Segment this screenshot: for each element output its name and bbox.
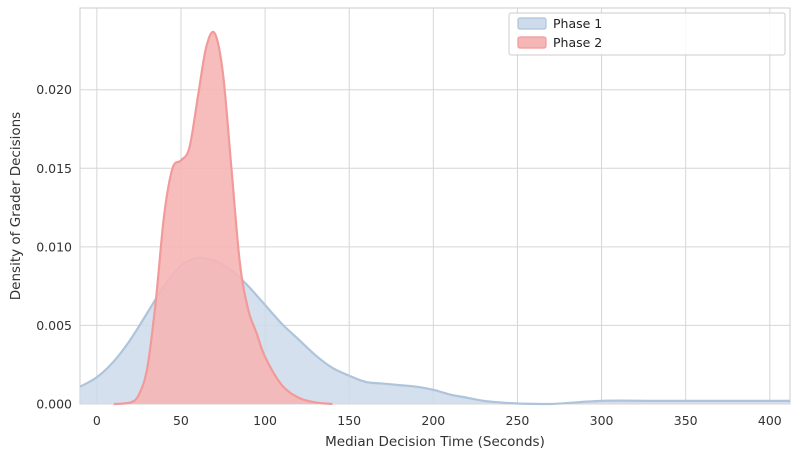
legend-label-phase-2: Phase 2 [553,35,602,50]
y-ticks: 0.000 0.005 0.010 0.015 0.020 [36,82,72,411]
x-tick-label-8: 400 [758,413,782,428]
series-line-phase-2 [113,30,333,406]
x-tick-label-2: 100 [253,413,277,428]
series-layer [79,30,790,406]
x-tick-label-4: 200 [421,413,445,428]
x-tick-label-5: 250 [506,413,530,428]
legend: Phase 1 Phase 2 [508,12,786,56]
x-ticks: 0 50 100 150 200 250 300 350 400 [93,413,782,428]
x-axis-title: Median Decision Time (Seconds) [325,434,545,450]
legend-swatch-phase-1 [517,17,547,30]
x-tick-label-0: 0 [93,413,101,428]
x-tick-label-6: 300 [590,413,614,428]
y-tick-label-4: 0.020 [36,82,72,97]
legend-box [508,12,786,56]
series-area-phase-2 [113,31,333,404]
y-tick-label-2: 0.010 [36,239,72,254]
y-tick-label-3: 0.015 [36,161,72,176]
legend-swatch-phase-2 [517,36,547,49]
x-tick-label-7: 350 [674,413,698,428]
y-tick-label-1: 0.005 [36,318,72,333]
x-tick-label-1: 50 [173,413,189,428]
y-tick-label-0: 0.000 [36,397,72,412]
y-axis-title: Density of Grader Decisions [8,112,24,300]
x-tick-label-3: 150 [337,413,361,428]
legend-label-phase-1: Phase 1 [553,16,602,31]
